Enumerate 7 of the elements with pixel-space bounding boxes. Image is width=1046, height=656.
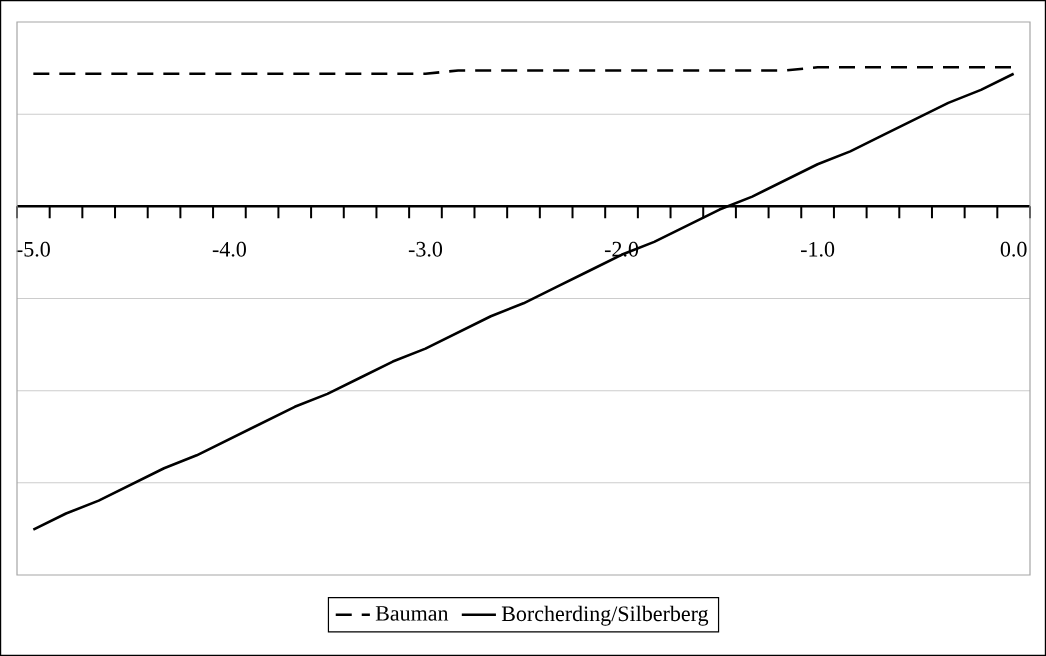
x-tick-label: -5.0 [16,241,50,257]
x-tick-label: -3.0 [408,241,443,257]
x-tick-label: -4.0 [212,241,246,257]
x-tick-label: -1.0 [801,241,835,257]
legend-label: Borcherding/Silberberg [501,605,709,626]
x-tick-label: 0.0 [1000,241,1027,257]
legend-label: Bauman [375,606,449,621]
